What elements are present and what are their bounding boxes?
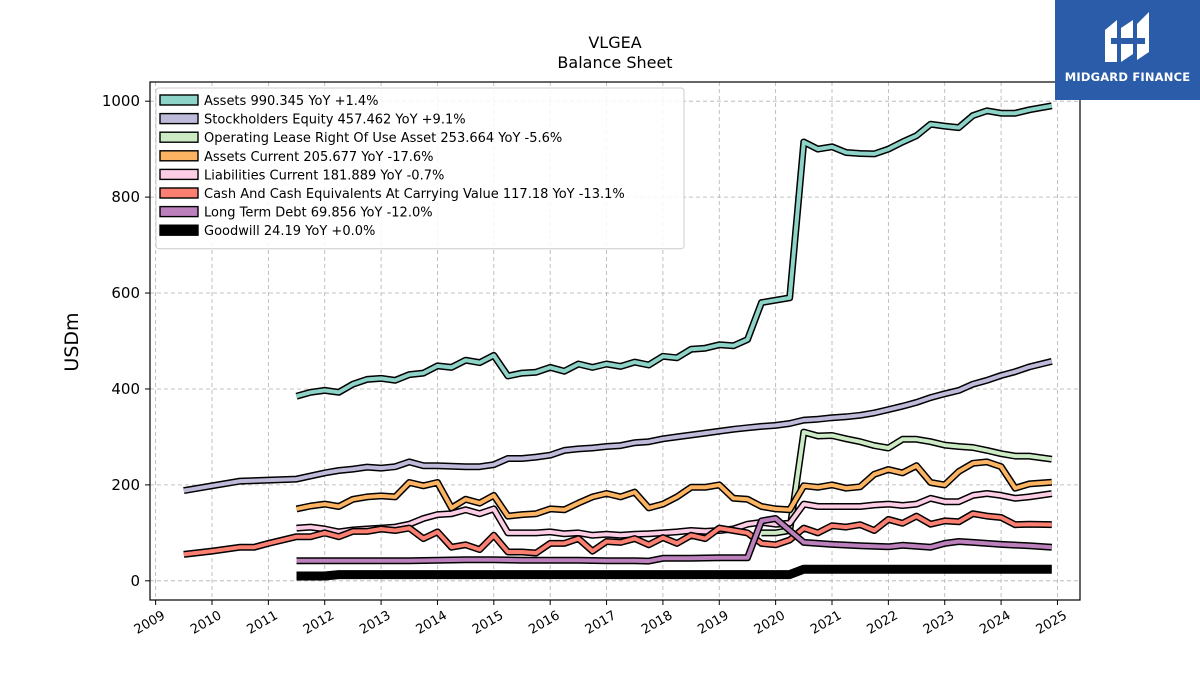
y-tick-label: 800 — [111, 188, 140, 206]
legend-swatch — [159, 187, 199, 199]
legend-swatch — [159, 112, 199, 125]
series-line — [295, 103, 1053, 399]
y-tick-label: 1000 — [102, 92, 140, 110]
legend-box — [155, 87, 685, 250]
x-tick-label: 2024 — [977, 608, 1013, 638]
x-tick-label: 2009 — [132, 608, 168, 638]
brand-name: MIDGARD FINANCE — [1064, 70, 1191, 84]
chart-subtitle: Balance Sheet — [557, 53, 672, 72]
legend-entry: Operating Lease Right Of Use Asset 253.6… — [204, 131, 562, 146]
series-line-outline — [296, 564, 1052, 581]
legend-entry: Goodwill 24.19 YoY +0.0% — [204, 224, 375, 239]
legend-swatch — [159, 205, 199, 218]
series-line — [183, 511, 1052, 557]
series-lines — [183, 102, 1053, 581]
x-tick-label: 2012 — [301, 608, 337, 638]
legend-entry: Assets 990.345 YoY +1.4% — [204, 94, 379, 109]
series-line — [296, 491, 1053, 538]
brand-logo: MIDGARD FINANCE — [1055, 0, 1200, 100]
legend-swatch — [159, 224, 199, 236]
legend-swatch — [159, 150, 199, 162]
legend-entry: Long Term Debt 69.856 YoY -12.0% — [204, 206, 433, 221]
x-tick-label: 2014 — [414, 608, 450, 638]
legend-entry: Stockholders Equity 457.462 YoY +9.1% — [204, 113, 466, 128]
x-tick-label: 2022 — [865, 608, 901, 638]
x-tick-label: 2011 — [245, 608, 281, 638]
legend-swatch — [159, 94, 199, 106]
x-tick-label: 2017 — [583, 608, 619, 638]
legend-entry: Cash And Cash Equivalents At Carrying Va… — [204, 187, 625, 202]
x-tick-label: 2016 — [526, 608, 562, 638]
x-tick-label: 2018 — [639, 608, 675, 638]
x-tick-label: 2010 — [188, 608, 224, 638]
y-tick-label: 200 — [111, 476, 140, 494]
y-tick-label: 0 — [130, 572, 140, 590]
legend: Assets 990.345 YoY +1.4% Stockholders Equ… — [155, 87, 685, 250]
x-tick-label: 2025 — [1034, 608, 1070, 638]
legend-entry: Assets Current 205.677 YoY -17.6% — [204, 150, 434, 165]
brand-mark-icon — [1105, 12, 1149, 62]
legend-entry: Liabilities Current 181.889 YoY -0.7% — [204, 168, 444, 183]
legend-swatch — [159, 131, 199, 143]
series-line — [761, 430, 1053, 535]
series-line — [296, 516, 1052, 564]
x-tick-label: 2023 — [921, 608, 957, 638]
x-tick-label: 2015 — [470, 608, 506, 638]
y-axis-label: USDm — [61, 312, 83, 371]
plot-frame — [149, 81, 1081, 601]
chart-title: VLGEA — [588, 33, 641, 52]
x-tick-label: 2020 — [752, 608, 788, 638]
x-tick-label: 2019 — [695, 608, 731, 638]
y-tick-label: 400 — [111, 380, 140, 398]
y-tick-label: 600 — [111, 284, 140, 302]
legend-swatch — [159, 168, 199, 181]
x-tick-label: 2013 — [357, 608, 393, 638]
series-line — [183, 359, 1053, 493]
series-line — [296, 459, 1052, 519]
series-line-outline — [295, 458, 1053, 520]
x-tick-label: 2021 — [808, 608, 844, 638]
